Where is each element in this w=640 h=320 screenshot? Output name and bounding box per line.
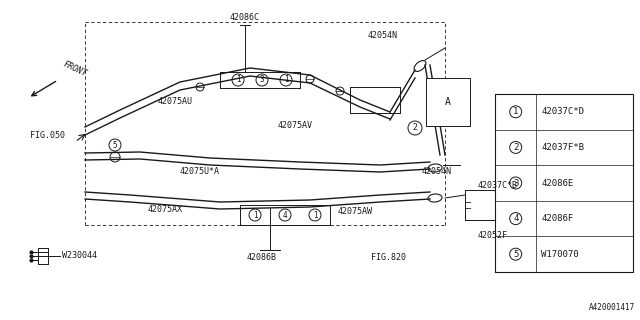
Text: 1: 1 — [313, 211, 317, 220]
Text: 42037C*B: 42037C*B — [478, 180, 518, 189]
Text: 42037F*B: 42037F*B — [541, 143, 584, 152]
Text: A: A — [445, 97, 451, 107]
Text: 42086E: 42086E — [541, 179, 573, 188]
Text: FIG.820: FIG.820 — [371, 252, 406, 261]
Text: 1: 1 — [284, 76, 288, 84]
Text: 42075U*A: 42075U*A — [180, 167, 220, 177]
Text: 2: 2 — [413, 124, 417, 132]
Text: 42075AW: 42075AW — [337, 207, 372, 217]
Text: 5: 5 — [513, 250, 518, 259]
Text: FRONT: FRONT — [62, 59, 88, 78]
Text: 3: 3 — [513, 179, 518, 188]
Text: 42054N: 42054N — [422, 167, 452, 177]
Text: 4: 4 — [283, 211, 287, 220]
Text: 3: 3 — [260, 76, 264, 84]
Text: 42075AX: 42075AX — [147, 205, 182, 214]
Text: 42052F: 42052F — [478, 230, 508, 239]
Text: FIG.050: FIG.050 — [30, 131, 65, 140]
Text: W170070: W170070 — [541, 250, 579, 259]
Text: A420001417: A420001417 — [589, 303, 635, 312]
Text: 42075AU: 42075AU — [157, 98, 193, 107]
Text: 2: 2 — [513, 143, 518, 152]
Text: 42086F: 42086F — [541, 214, 573, 223]
Text: 1: 1 — [236, 76, 240, 84]
Text: 1: 1 — [513, 107, 518, 116]
Text: 5: 5 — [113, 140, 117, 149]
Text: 42037C*D: 42037C*D — [541, 107, 584, 116]
Text: 1: 1 — [253, 211, 257, 220]
Text: 4: 4 — [513, 214, 518, 223]
Text: 42086B: 42086B — [247, 253, 277, 262]
Text: 42075AV: 42075AV — [278, 121, 312, 130]
Text: W230044: W230044 — [62, 252, 97, 260]
Text: 42054N: 42054N — [368, 30, 398, 39]
Text: 42086C: 42086C — [230, 13, 260, 22]
